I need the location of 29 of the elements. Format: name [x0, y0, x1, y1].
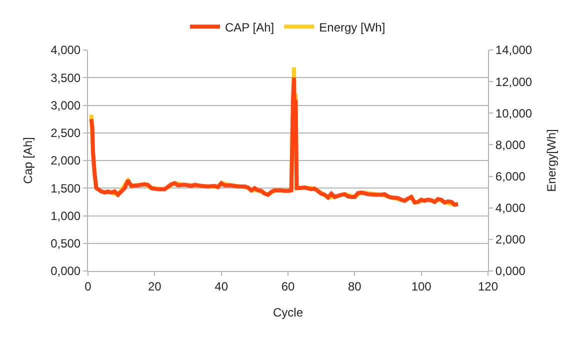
y-tick-label: 1,500	[50, 181, 81, 196]
y2-tick-label: 2,000	[495, 232, 526, 247]
y-tick-label: 0,500	[50, 236, 81, 251]
y-tick-label: 4,000	[50, 43, 81, 58]
y2-tick-label: 8,000	[495, 138, 526, 152]
legend-label: CAP [Ah]	[225, 20, 274, 34]
y2-tick-label: 4,000	[495, 201, 526, 216]
y2-tick-label: 0,000	[495, 264, 526, 278]
y2-tick-label: 6,000	[495, 169, 526, 184]
x-tick-label: 120	[478, 279, 498, 294]
y-tick-label: 2,000	[50, 154, 81, 168]
y-tick-label: 2,500	[50, 126, 81, 140]
x-axis-title: Cycle	[272, 305, 304, 320]
y-tick-label: 3,000	[50, 98, 81, 112]
y-tick-label: 0,000	[50, 264, 81, 278]
y-axis-title: Cap [Ah]	[20, 137, 35, 184]
x-tick-label: 100	[411, 279, 432, 294]
y-tick-label: 1,000	[50, 208, 81, 223]
y2-tick-label: 12,000	[495, 74, 532, 89]
x-tick-label: 80	[348, 279, 362, 294]
y-tick-label: 3,500	[50, 70, 81, 85]
x-tick-label: 0	[84, 279, 92, 294]
y2-tick-label: 10,000	[495, 106, 532, 120]
x-tick-label: 40	[214, 279, 228, 294]
x-tick-label: 60	[281, 279, 295, 294]
x-tick-label: 20	[148, 279, 162, 294]
y2-axis-title: Energy[Wh]	[544, 129, 558, 192]
y2-tick-label: 14,000	[495, 43, 532, 58]
legend-label: Energy [Wh]	[319, 20, 386, 34]
